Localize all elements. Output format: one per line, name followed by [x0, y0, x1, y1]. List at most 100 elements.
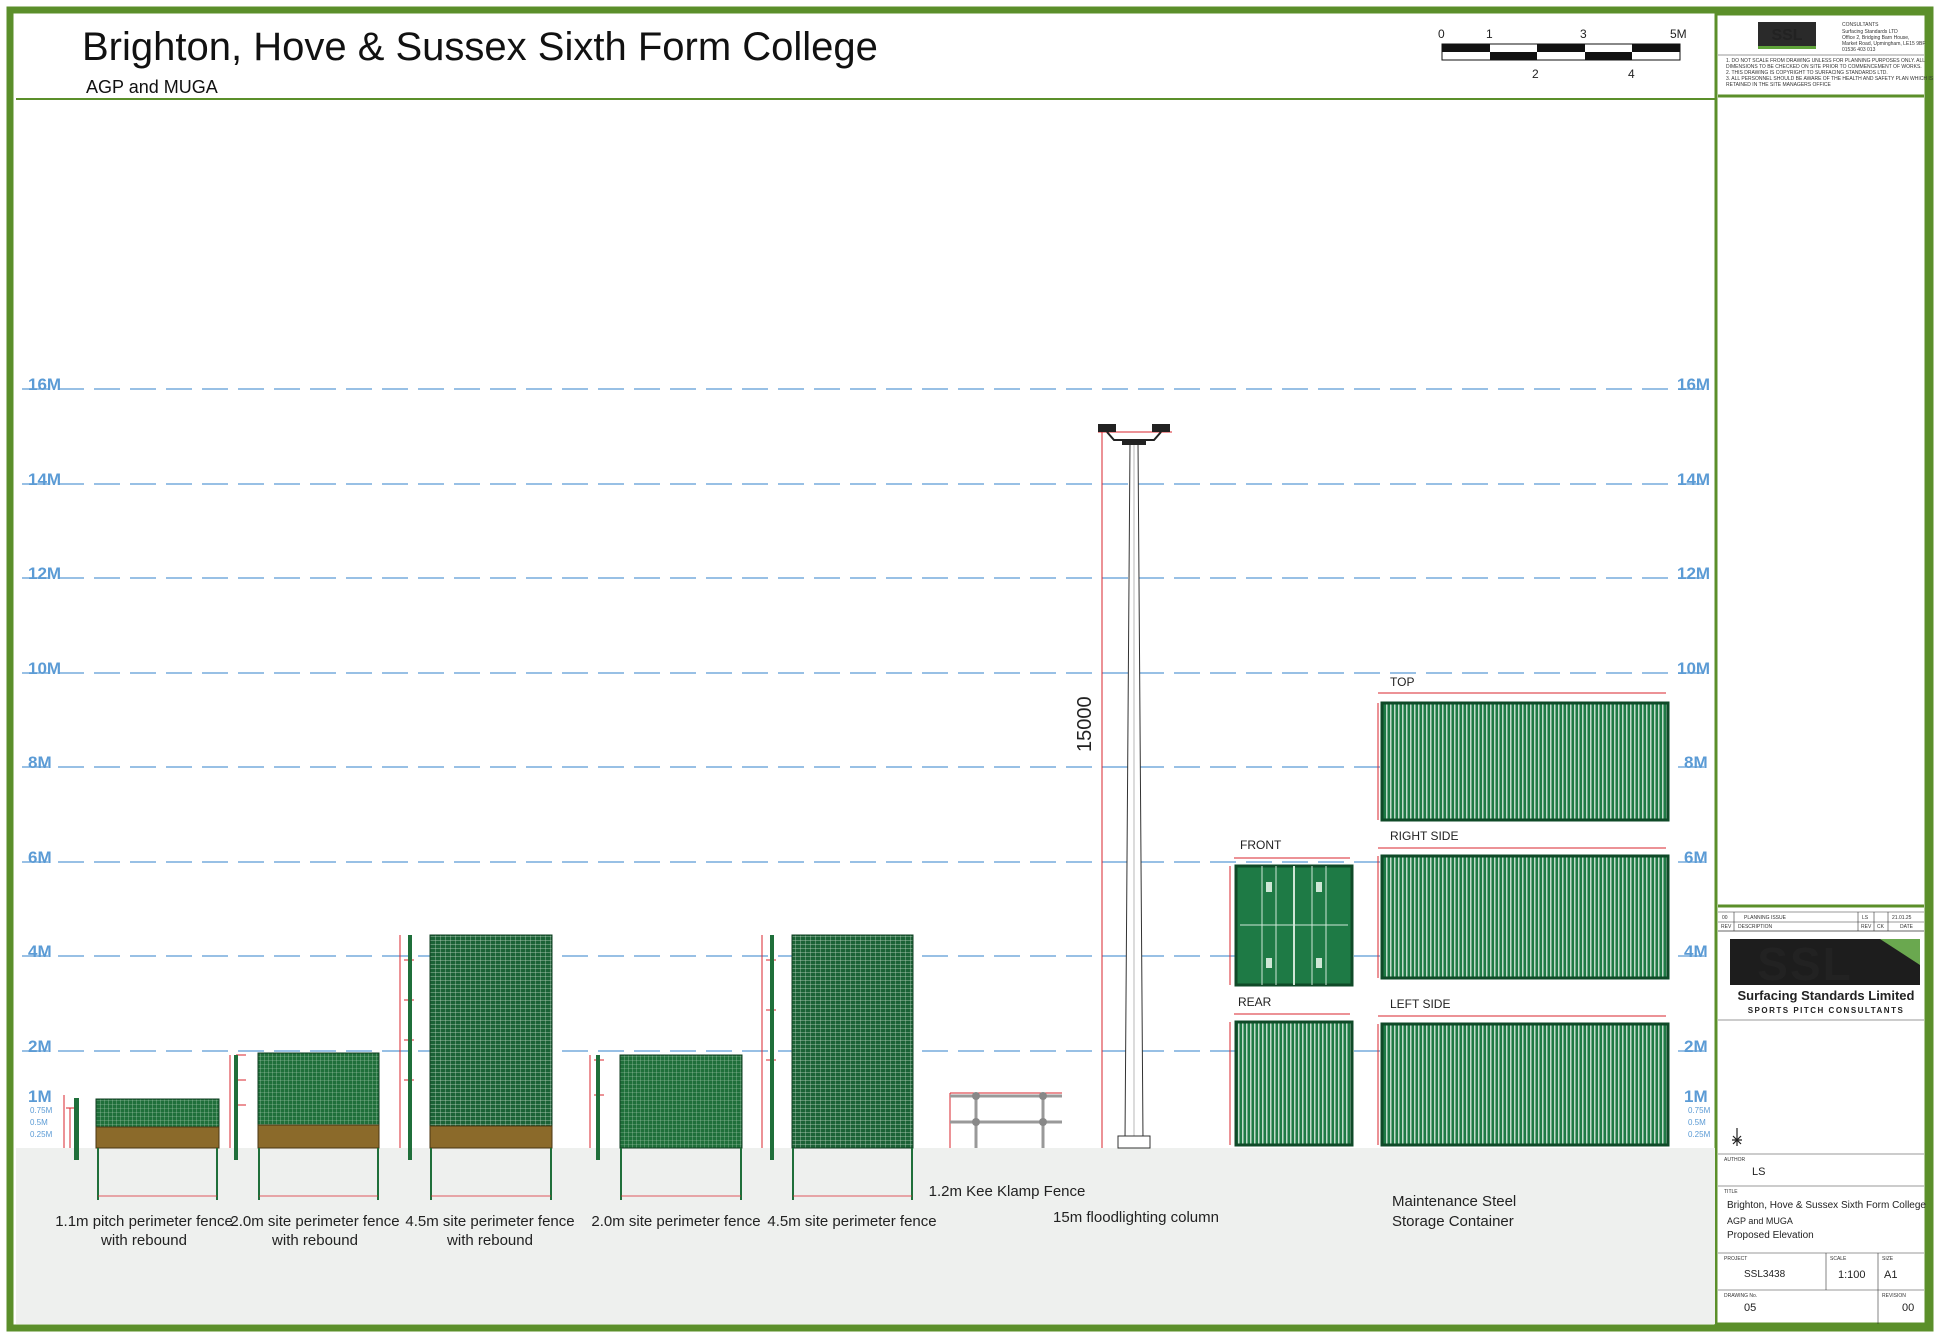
caption-fence-1-1m-line2: with rebound [100, 1232, 187, 1249]
revision-header-description: DESCRIPTION [1738, 924, 1773, 930]
container-top-view [1377, 692, 1670, 822]
scale-label-1: 1 [1486, 27, 1493, 41]
project-label: PROJECT [1724, 1256, 1747, 1262]
title-block-frame [1714, 12, 1928, 1326]
height-label-1m-right: 1M [1684, 1087, 1708, 1106]
caption-container-line2: Storage Container [1392, 1213, 1514, 1230]
floodlight-height-dimension: 15000 [1074, 696, 1096, 752]
caption-fence-1-1m-line1: 1.1m pitch perimeter fence [55, 1213, 233, 1230]
height-label-6m-left: 6M [28, 848, 52, 867]
note-1: 1. DO NOT SCALE FROM DRAWING UNLESS FOR … [1726, 58, 1925, 64]
revision-by: LS [1862, 915, 1869, 921]
title-label: TITLE [1724, 1189, 1738, 1195]
title-line-1: Brighton, Hove & Sussex Sixth Form Colle… [1727, 1200, 1926, 1211]
revision-header-ck: CK [1877, 924, 1885, 930]
container-top-label: TOP [1390, 675, 1414, 689]
drawing-border [6, 6, 1934, 1332]
consultants-line-3: Market Road, Upmingham, LE15 9BF [1842, 41, 1925, 47]
container-right-side-label: RIGHT SIDE [1390, 829, 1458, 843]
scale-value: 1:100 [1838, 1269, 1866, 1281]
height-label-14m-right: 14M [1677, 470, 1710, 489]
scale-label-4: 4 [1628, 67, 1635, 81]
drawing-no-value: 05 [1744, 1302, 1756, 1314]
consultant-logo-small [1758, 22, 1816, 46]
height-label-8m-right: 8M [1684, 753, 1708, 772]
consultants-line-2: Office 2, Bridging Barn House, [1842, 35, 1909, 41]
height-label-05-right: 0.5M [1688, 1118, 1706, 1127]
revision-header-rev2: REV [1861, 924, 1872, 930]
scale-label: SCALE [1830, 1256, 1847, 1262]
caption-fence-2-0m-rebound-line1: 2.0m site perimeter fence [230, 1213, 399, 1230]
container-front-view [1229, 857, 1354, 987]
ssl-logo-text: SSL [1757, 938, 1852, 990]
height-label-8m-left: 8M [28, 753, 52, 772]
scale-label-3: 3 [1580, 27, 1587, 41]
fence-2-0m-rebound-elevation [229, 1052, 380, 1200]
consultants-line-4: 01536 403 013 [1842, 47, 1876, 53]
consultants-line-1: Surfacing Standards LTD [1842, 29, 1898, 35]
revision-value: 00 [1902, 1302, 1914, 1314]
container-left-side-label: LEFT SIDE [1390, 997, 1450, 1011]
company-name: Surfacing Standards Limited [1738, 988, 1915, 1003]
revision-date: 21.01.25 [1892, 915, 1912, 921]
fence-2-0m-elevation [589, 1054, 743, 1200]
height-label-12m-right: 12M [1677, 564, 1710, 583]
caption-floodlight: 15m floodlighting column [1053, 1209, 1219, 1226]
kee-klamp-elevation [949, 1092, 1062, 1148]
container-front-label: FRONT [1240, 838, 1282, 852]
fence-4-5m-elevation [761, 934, 914, 1200]
caption-fence-2-0m-rebound-line2: with rebound [271, 1232, 358, 1249]
container-rear-view [1229, 1013, 1354, 1147]
height-label-025-right: 0.25M [1688, 1130, 1711, 1139]
caption-fence-4-5m-rebound-line1: 4.5m site perimeter fence [405, 1213, 574, 1230]
caption-kee-klamp: 1.2m Kee Klamp Fence [929, 1183, 1086, 1200]
caption-fence-4-5m-rebound-line2: with rebound [446, 1232, 533, 1249]
company-tagline: SPORTS PITCH CONSULTANTS [1748, 1006, 1905, 1015]
title-line-2: AGP and MUGA [1727, 1216, 1793, 1226]
caption-fence-4-5m: 4.5m site perimeter fence [767, 1213, 936, 1230]
title-line-3: Proposed Elevation [1727, 1230, 1814, 1241]
project-value: SSL3438 [1744, 1269, 1786, 1280]
revision-rev: 00 [1722, 915, 1728, 921]
page-subtitle: AGP and MUGA [86, 77, 218, 97]
scale-label-5m: 5M [1670, 27, 1687, 41]
revision-header-rev: REV [1721, 924, 1732, 930]
scale-label-2: 2 [1532, 67, 1539, 81]
height-label-16m-left: 16M [28, 375, 61, 394]
title-block: SSL CONSULTANTS Surfacing Standards LTD … [1718, 22, 1934, 1324]
page-title: Brighton, Hove & Sussex Sixth Form Colle… [82, 25, 878, 69]
height-label-4m-right: 4M [1684, 942, 1708, 961]
height-label-2m-left: 2M [28, 1037, 52, 1056]
height-label-1m-left: 1M [28, 1087, 52, 1106]
scale-bar: 0 1 3 5M 2 4 [1438, 27, 1687, 81]
height-label-10m-left: 10M [28, 659, 61, 678]
height-label-2m-right: 2M [1684, 1037, 1708, 1056]
drawing-no-label: DRAWING No. [1724, 1293, 1757, 1299]
revision-description: PLANNING ISSUE [1744, 915, 1787, 921]
consultant-logo-small-text: SSL [1771, 27, 1802, 44]
fence-1-1m-elevation [63, 1095, 220, 1200]
height-label-075-right: 0.75M [1688, 1106, 1711, 1115]
height-label-12m-left: 12M [28, 564, 61, 583]
height-label-075-left: 0.75M [30, 1106, 53, 1115]
north-arrow-icon [1732, 1128, 1742, 1146]
height-label-025-left: 0.25M [30, 1130, 53, 1139]
height-label-16m-right: 16M [1677, 375, 1710, 394]
height-label-6m-right: 6M [1684, 848, 1708, 867]
note-1b: DIMENSIONS TO BE CHECKED ON SITE PRIOR T… [1726, 64, 1922, 70]
ssl-logo [1730, 939, 1920, 985]
size-label: SIZE [1882, 1256, 1894, 1262]
revision-label: REVISION [1882, 1293, 1906, 1299]
container-left-side-view [1377, 1015, 1670, 1147]
note-2: 2. THIS DRAWING IS COPYRIGHT TO SURFACIN… [1726, 70, 1888, 76]
size-value: A1 [1884, 1269, 1897, 1281]
height-label-10m-right: 10M [1677, 659, 1710, 678]
container-rear-label: REAR [1238, 995, 1272, 1009]
caption-container-line1: Maintenance Steel [1392, 1193, 1516, 1210]
container-right-side-view [1377, 847, 1670, 980]
revision-header-date: DATE [1900, 924, 1914, 930]
note-3: 3. ALL PERSONNEL SHOULD BE AWARE OF THE … [1726, 76, 1934, 82]
ground-area [16, 1148, 1715, 1324]
consultants-heading: CONSULTANTS [1842, 22, 1879, 28]
